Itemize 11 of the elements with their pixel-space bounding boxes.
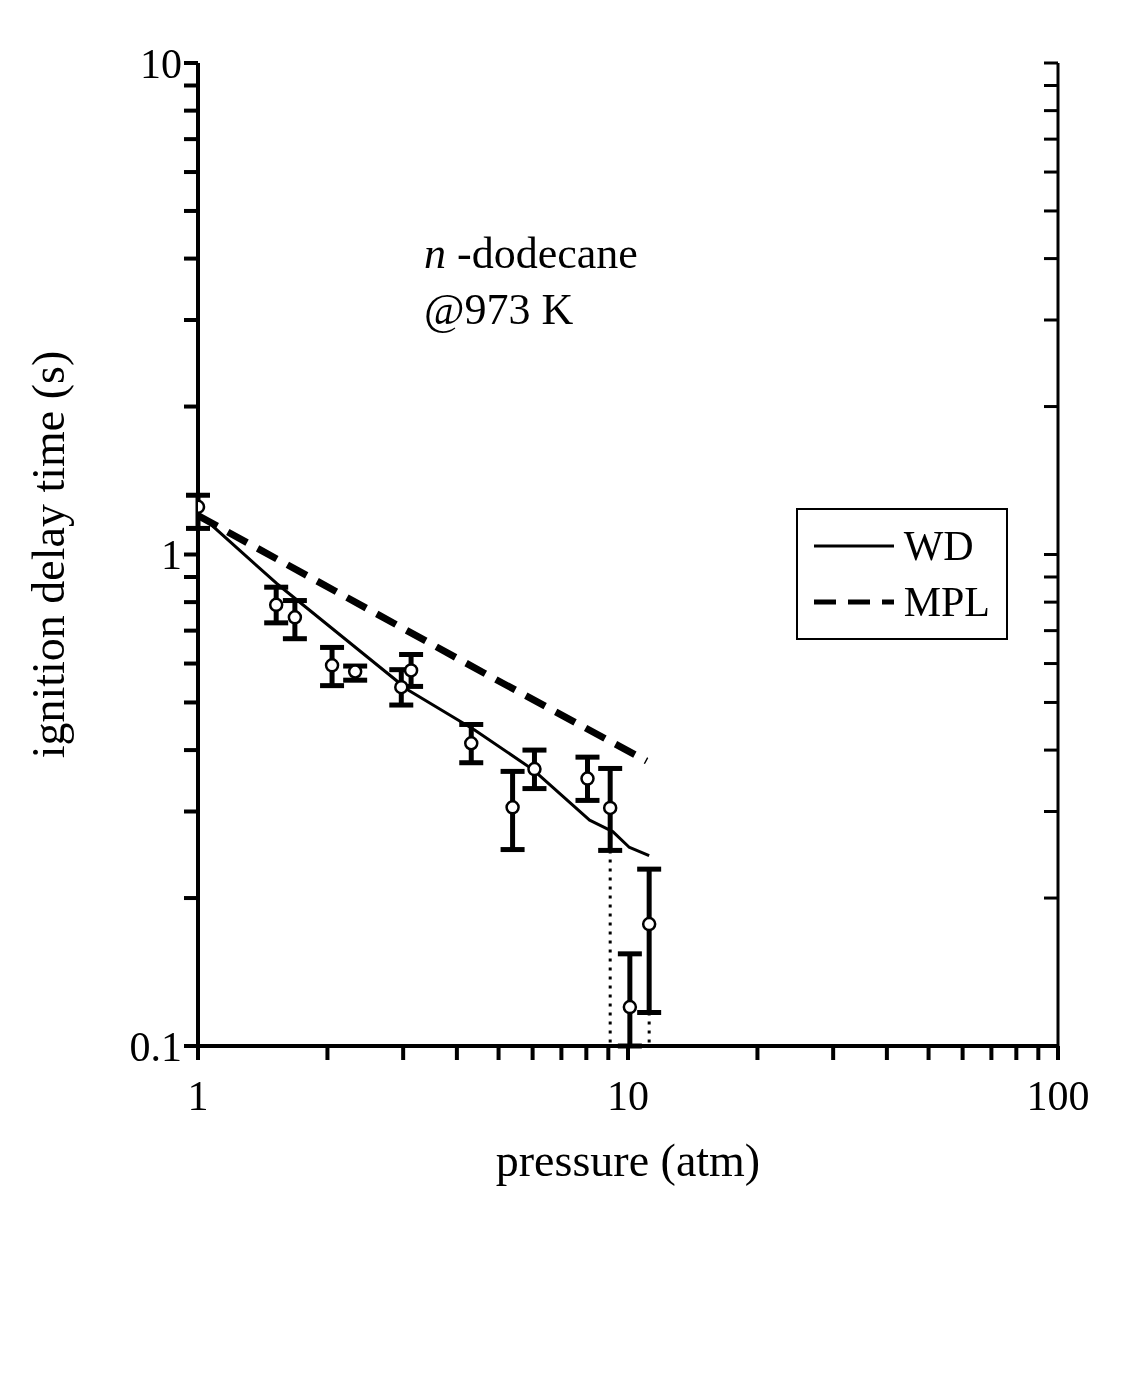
y-tick-label: 0.1 <box>129 1023 182 1070</box>
legend-label: MPL <box>903 578 990 627</box>
y-axis-title: ignition delay time (s) <box>23 350 75 759</box>
annotation: n -dodecane <box>424 228 638 279</box>
annotation: @973 K <box>424 284 574 335</box>
x-axis-title: pressure (atm) <box>495 1135 761 1186</box>
x-tick-label: 10 <box>607 1072 649 1119</box>
y-tick-label: 10 <box>140 40 182 87</box>
x-tick-label: 100 <box>1026 1072 1090 1119</box>
legend-label: WD <box>903 522 974 571</box>
y-tick-label: 1 <box>161 532 182 579</box>
